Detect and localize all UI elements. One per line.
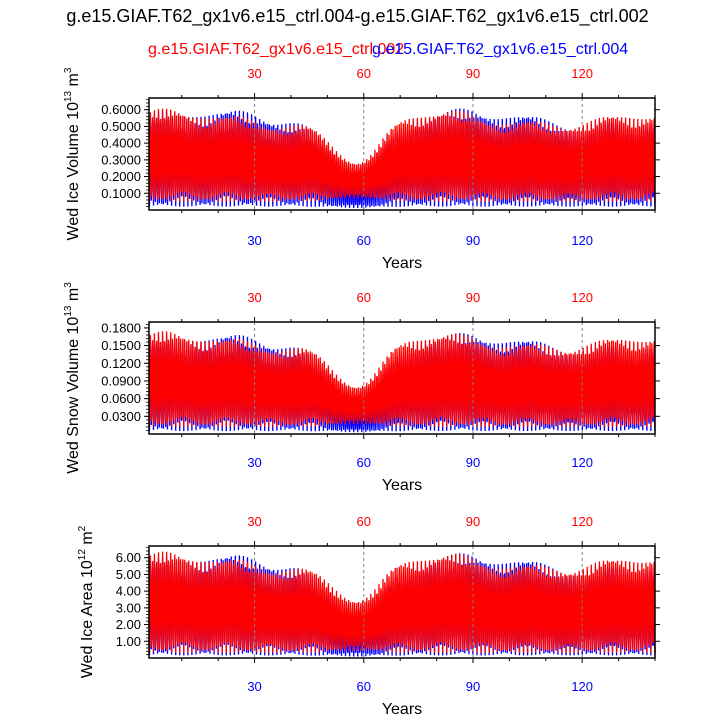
wed-snow-volume-series-red <box>148 331 656 427</box>
wed-ice-area-top-tick-label-90: 90 <box>466 514 480 529</box>
legend-blue-series: g.e15.GIAF.T62_gx1v6.e15_ctrl.004 <box>372 41 629 58</box>
wed-ice-volume-top-tick-label-90: 90 <box>466 66 480 81</box>
wed-snow-volume-top-tick-label-120: 120 <box>571 290 593 305</box>
wed-ice-area-y-axis-label: Wed Ice Area 1012 m2 <box>77 525 96 678</box>
wed-snow-volume-plot-frame <box>148 321 656 435</box>
wed-snow-volume-y-tick-label: 0.0600 <box>101 391 141 406</box>
wed-snow-volume-top-tick-label-90: 90 <box>466 290 480 305</box>
wed-ice-area-top-tick-label-60: 60 <box>357 514 371 529</box>
wed-ice-area-y-tick-label: 3.00 <box>116 600 141 615</box>
wed-snow-volume-bottom-tick-label-30: 30 <box>247 455 261 470</box>
wed-snow-volume-top-tick-label-60: 60 <box>357 290 371 305</box>
wed-ice-volume-y-tick-label: 0.2000 <box>101 169 141 184</box>
wed-ice-area-y-tick-label: 5.00 <box>116 567 141 582</box>
wed-snow-volume-x-axis-label: Years <box>382 477 422 494</box>
wed-ice-volume-bottom-tick-label-60: 60 <box>357 233 371 248</box>
wed-ice-area-bottom-tick-label-90: 90 <box>466 679 480 694</box>
wed-ice-area-x-axis-label: Years <box>382 701 422 715</box>
wed-ice-area-top-tick-label-30: 30 <box>247 514 261 529</box>
wed-snow-volume-y-tick-label: 0.1800 <box>101 320 141 335</box>
wed-ice-volume-series-red <box>148 108 656 202</box>
wed-ice-volume-top-tick-label-30: 30 <box>247 66 261 81</box>
wed-ice-area-bottom-tick-label-60: 60 <box>357 679 371 694</box>
wed-ice-area-bottom-tick-label-30: 30 <box>247 679 261 694</box>
wed-ice-volume-y-tick-label: 0.4000 <box>101 136 141 151</box>
wed-ice-area-bottom-tick-label-120: 120 <box>571 679 593 694</box>
wed-snow-volume-y-tick-label: 0.1200 <box>101 356 141 371</box>
legend-red-series: g.e15.GIAF.T62_gx1v6.e15_ctrl.002 <box>148 41 405 58</box>
wed-snow-volume-bottom-tick-label-120: 120 <box>571 455 593 470</box>
wed-ice-volume-y-tick-label: 0.5000 <box>101 119 141 134</box>
chart-main-title: g.e15.GIAF.T62_gx1v6.e15_ctrl.004-g.e15.… <box>66 6 649 26</box>
wed-ice-volume-y-tick-label: 0.1000 <box>101 186 141 201</box>
wed-ice-volume-top-tick-label-60: 60 <box>357 66 371 81</box>
wed-ice-volume-bottom-tick-label-30: 30 <box>247 233 261 248</box>
wed-ice-area-y-tick-label: 4.00 <box>116 584 141 599</box>
wed-ice-area-plot-frame <box>148 545 656 659</box>
wed-snow-volume-y-tick-label: 0.1500 <box>101 338 141 353</box>
wed-ice-area-top-tick-label-120: 120 <box>571 514 593 529</box>
wed-ice-area-series-red <box>148 551 656 654</box>
wed-ice-volume-bottom-tick-label-90: 90 <box>466 233 480 248</box>
wed-snow-volume-bottom-tick-label-90: 90 <box>466 455 480 470</box>
wed-ice-area-y-tick-label: 1.00 <box>116 634 141 649</box>
wed-ice-volume-y-axis-label: Wed Ice Volume 1013 m3 <box>63 67 82 240</box>
wed-ice-area-y-tick-label: 2.00 <box>116 617 141 632</box>
wed-ice-volume-y-tick-label: 0.6000 <box>101 102 141 117</box>
wed-ice-volume-bottom-tick-label-120: 120 <box>571 233 593 248</box>
wed-ice-area-y-tick-label: 6.00 <box>116 550 141 565</box>
wed-snow-volume-y-tick-label: 0.0300 <box>101 409 141 424</box>
wed-snow-volume-y-axis-label: Wed Snow Volume 1013 m3 <box>63 282 82 474</box>
wed-ice-volume-top-tick-label-120: 120 <box>571 66 593 81</box>
wed-ice-volume-y-tick-label: 0.3000 <box>101 152 141 167</box>
wed-ice-volume-plot-frame <box>148 97 656 211</box>
wed-ice-volume-x-axis-label: Years <box>382 255 422 272</box>
wed-snow-volume-bottom-tick-label-60: 60 <box>357 455 371 470</box>
wed-snow-volume-y-tick-label: 0.0900 <box>101 373 141 388</box>
wed-snow-volume-top-tick-label-30: 30 <box>247 290 261 305</box>
